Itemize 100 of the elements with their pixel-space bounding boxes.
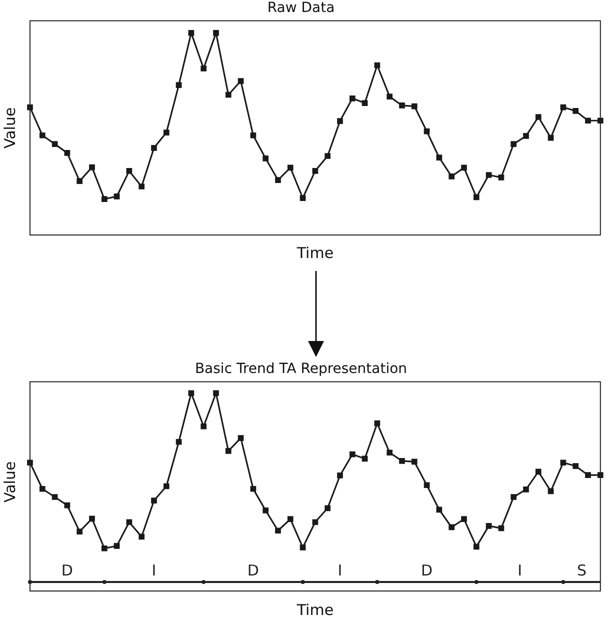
point [337, 472, 343, 478]
point [176, 438, 182, 445]
point [250, 132, 256, 138]
point [126, 168, 132, 174]
point [27, 460, 33, 466]
point [163, 130, 170, 136]
point [448, 173, 455, 180]
point [473, 194, 480, 200]
point [64, 502, 70, 508]
point [523, 486, 529, 492]
point [176, 82, 182, 88]
point [399, 102, 405, 108]
annotation: I [338, 561, 342, 580]
point [151, 498, 157, 504]
point [523, 133, 529, 139]
point [498, 525, 504, 532]
point [560, 104, 566, 110]
point [76, 528, 83, 534]
point [349, 451, 356, 458]
point [262, 508, 269, 514]
point [424, 128, 430, 134]
point [89, 516, 95, 522]
point [386, 450, 393, 456]
point [39, 132, 46, 138]
point [200, 423, 207, 430]
point [312, 168, 318, 174]
point [300, 544, 306, 550]
point [349, 95, 356, 102]
point [510, 141, 517, 147]
point [114, 193, 120, 200]
point [213, 390, 219, 396]
point [585, 472, 591, 478]
point [126, 519, 132, 526]
y-axis-title: Value [0, 107, 19, 148]
point [200, 66, 207, 72]
point [89, 164, 95, 170]
point [52, 494, 58, 500]
point [572, 108, 579, 114]
point [39, 486, 46, 492]
annotation: D [61, 561, 73, 580]
point [411, 103, 418, 110]
x-axis-title: Time [296, 244, 334, 262]
point [262, 155, 269, 162]
point [324, 153, 331, 159]
point [312, 519, 318, 526]
point [374, 420, 380, 426]
point [486, 172, 492, 178]
point [337, 118, 343, 124]
point [238, 78, 244, 84]
y-axis-title: Value [0, 461, 19, 502]
point [114, 543, 120, 549]
point [287, 516, 294, 522]
point [138, 184, 145, 190]
point [275, 528, 281, 534]
point [424, 482, 430, 488]
annotation: D [421, 561, 433, 580]
point [399, 458, 405, 464]
point [300, 195, 306, 201]
chart-title: Basic Trend TA Representation [194, 361, 408, 378]
point [250, 486, 256, 492]
point [436, 506, 442, 513]
point [238, 435, 244, 442]
point [64, 150, 70, 156]
point [188, 30, 194, 36]
point [535, 468, 542, 475]
point [151, 144, 157, 151]
point [324, 505, 331, 512]
point [52, 141, 58, 147]
point [448, 524, 455, 530]
point [560, 460, 566, 466]
point [138, 534, 145, 540]
point [362, 100, 368, 106]
annotation: S [577, 561, 587, 580]
annotation: D [247, 561, 259, 580]
point [473, 544, 480, 550]
x-axis-title: Time [296, 600, 334, 619]
chart-title: Raw Data [267, 0, 335, 16]
point [287, 164, 294, 171]
point [498, 174, 504, 180]
point [188, 390, 194, 396]
point [461, 164, 467, 171]
point [597, 118, 604, 124]
point [411, 458, 418, 465]
point [76, 178, 83, 184]
point [510, 494, 517, 500]
point [163, 483, 170, 490]
point [597, 472, 604, 478]
point [386, 94, 393, 100]
annotation: I [518, 561, 522, 580]
point [101, 196, 108, 202]
annotation: I [152, 561, 156, 580]
point [101, 545, 108, 552]
point [486, 522, 492, 529]
point [535, 114, 542, 120]
point [374, 62, 380, 68]
point [548, 134, 554, 141]
point [225, 448, 232, 454]
point [572, 463, 579, 469]
point [213, 30, 219, 36]
point [275, 177, 281, 183]
